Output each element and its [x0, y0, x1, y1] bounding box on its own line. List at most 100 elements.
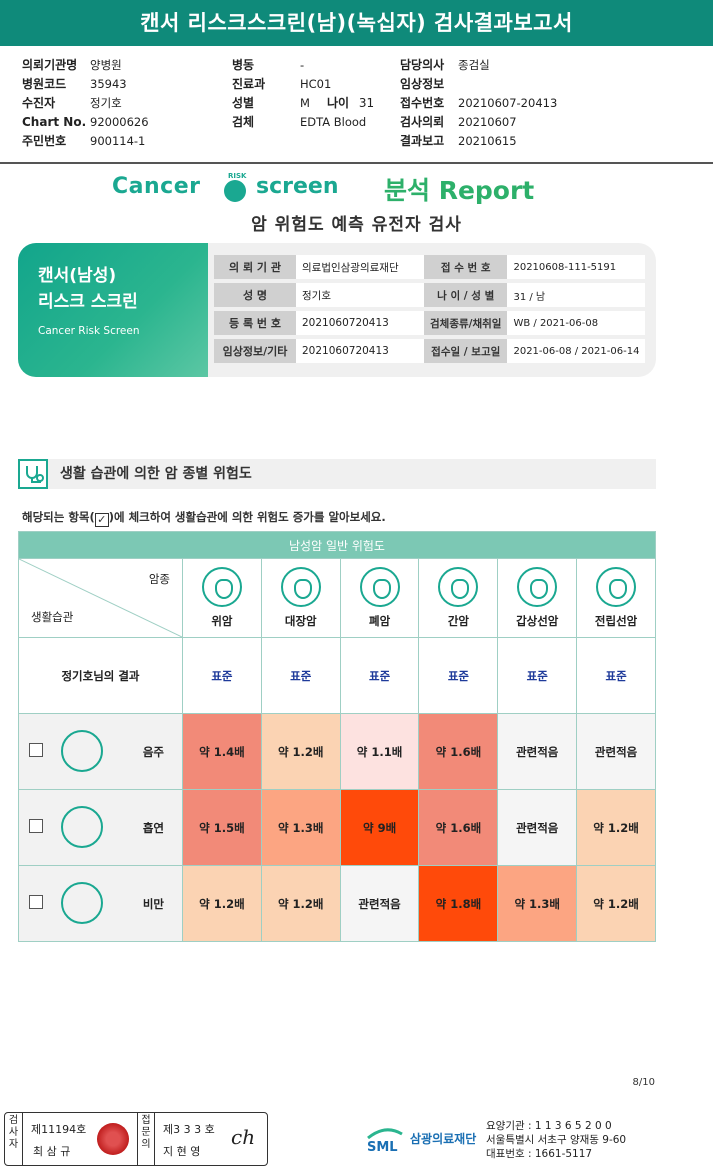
examiner-license: 제11194호	[31, 1123, 87, 1136]
badge-title-en: Cancer Risk Screen	[38, 325, 140, 337]
corner-top-label: 암종	[148, 572, 170, 586]
field-label: 성별	[232, 96, 255, 110]
cancer-type-header: 대장암	[260, 558, 341, 638]
habit-name: 비만	[142, 897, 164, 911]
cancer-type-header: 전립선암	[576, 558, 656, 638]
field-value: EDTA Blood	[300, 115, 367, 129]
info-label: 접수일 / 보고일	[424, 339, 508, 363]
specialist-label: 접문의	[137, 1113, 155, 1165]
risk-cell: 약 1.1배	[339, 713, 420, 790]
field-label: 수진자	[22, 96, 56, 110]
field-value: 양병원	[90, 58, 122, 72]
result-cell: 표준	[339, 637, 420, 714]
svg-text:SML: SML	[367, 1140, 398, 1154]
info-value: WB / 2021-06-08	[507, 311, 646, 335]
seal-stamp	[97, 1123, 129, 1155]
info-value: 정기호	[296, 283, 424, 307]
hdr2-row: 검체 EDTA Blood	[232, 113, 366, 132]
habit-checkbox[interactable]	[29, 743, 43, 757]
field-label: 검사의뢰	[400, 115, 445, 129]
cancer-type-header: 갑상선암	[497, 558, 578, 638]
contact-address: 서울특별시 서초구 양재동 9-60	[486, 1134, 627, 1146]
info-row: 임상정보/기타 2021060720413 접수일 / 보고일 2021-06-08 …	[214, 339, 646, 363]
habit-checkbox[interactable]	[29, 819, 43, 833]
habit-checkbox[interactable]	[29, 895, 43, 909]
hdr2-row: 성별 M	[232, 94, 366, 113]
cancer-type-label: 전립선암	[594, 614, 638, 628]
result-cell: 표준	[576, 637, 656, 714]
smoking-icon	[61, 806, 103, 848]
cancer-type-label: 대장암	[284, 614, 317, 628]
info-label: 나 이 / 성 별	[424, 283, 508, 307]
risk-table: 남성암 일반 위험도 암종 생활습관 위암 대장암 폐암 간암 갑상선암 전립선암 정기호님의 결…	[18, 531, 656, 942]
habit-label: 음주	[18, 713, 183, 790]
hdr1-row: 수진자 정기호	[22, 94, 149, 113]
field-value: 20210615	[458, 134, 517, 148]
cancer-type-header: 위암	[182, 558, 262, 638]
logo-screen-text: screen	[256, 174, 339, 199]
risk-cell: 약 9배	[339, 789, 420, 866]
contact-info: 요양기관 : 1 1 3 6 5 2 0 0 서울특별시 서초구 양재동 9-6…	[486, 1119, 626, 1161]
risk-cell: 약 1.3배	[260, 789, 341, 866]
field-value: 정기호	[90, 96, 122, 110]
hdr3-row: 임상정보	[400, 75, 557, 94]
field-label: 병동	[232, 58, 255, 72]
field-value: HC01	[300, 77, 332, 91]
habit-row: 흡연 약 1.5배 약 1.3배 약 9배 약 1.6배 관련적음 약 1.2배	[18, 789, 656, 866]
field-label: 병원코드	[22, 77, 67, 91]
habit-name: 음주	[142, 745, 164, 759]
field-label: 검체	[232, 115, 255, 129]
risk-cell: 관련적음	[339, 865, 420, 942]
sml-logo-icon: SML	[367, 1128, 403, 1154]
field-value: 35943	[90, 77, 127, 91]
info-value: 20210608-111-5191	[507, 255, 646, 279]
field-label: 임상정보	[400, 77, 445, 91]
info-row: 등 록 번 호 2021060720413 검체종류/채취일 WB / 2021-06…	[214, 311, 646, 335]
result-cell: 표준	[182, 637, 262, 714]
risk-cell: 약 1.2배	[576, 789, 656, 866]
info-label: 접 수 번 호	[424, 255, 508, 279]
stethoscope-icon	[18, 459, 48, 489]
result-cell: 표준	[497, 637, 578, 714]
hdr1-row: 의뢰기관명 양병원	[22, 56, 149, 75]
organization-name: 삼광의료재단	[410, 1132, 477, 1146]
field-value: 종검실	[458, 58, 490, 72]
field-label: 주민번호	[22, 134, 67, 148]
cancer-screen-logo: Cancer RISK screen 분석 Report	[0, 172, 713, 208]
field-label: 담당의사	[400, 58, 445, 72]
field-label: 접수번호	[400, 96, 445, 110]
habit-label: 비만	[18, 865, 183, 942]
logo-cancer-text: Cancer	[112, 174, 201, 199]
section-title: 생활 습관에 의한 암 종별 위험도	[60, 466, 252, 482]
signature: ch	[231, 1125, 256, 1149]
hdr2-row: 병동 -	[232, 56, 366, 75]
alcohol-icon	[61, 730, 103, 772]
risk-cell: 약 1.2배	[260, 713, 341, 790]
organ-icon	[517, 567, 558, 607]
info-value: 2021-06-08 / 2021-06-14	[507, 339, 646, 363]
hdr2-row: 진료과 HC01	[232, 75, 366, 94]
page-number: 8/10	[632, 1077, 655, 1088]
info-panel-badge: 캔서(남성) 리스크 스크린 Cancer Risk Screen	[18, 243, 208, 377]
field-label: 진료과	[232, 77, 266, 91]
badge-title-line1: 캔서(남성)	[38, 266, 117, 286]
obesity-icon	[61, 882, 103, 924]
info-row: 성 명 정기호 나 이 / 성 별 31 / 남	[214, 283, 646, 307]
organ-icon	[280, 567, 321, 607]
field-label: Chart No.	[22, 115, 87, 129]
hdr3-row: 담당의사 종검실	[400, 56, 557, 75]
examiner-label: 검사자	[5, 1113, 23, 1165]
field-value: 20210607	[458, 115, 517, 129]
field-label: 결과보고	[400, 134, 445, 148]
hdr3-row: 접수번호 20210607-20413	[400, 94, 557, 113]
check-icon: ✓	[94, 513, 109, 527]
hdr1-row: Chart No. 92000626	[22, 113, 149, 132]
hdr3-row: 검사의뢰 20210607	[400, 113, 557, 132]
info-panel: 캔서(남성) 리스크 스크린 Cancer Risk Screen 의 뢰 기 …	[18, 243, 656, 377]
logo-risk-text: RISK	[228, 172, 247, 180]
habit-name: 흡연	[142, 821, 164, 835]
risk-cell: 관련적음	[497, 713, 578, 790]
examiner-name: 최 삼 규	[33, 1145, 71, 1158]
